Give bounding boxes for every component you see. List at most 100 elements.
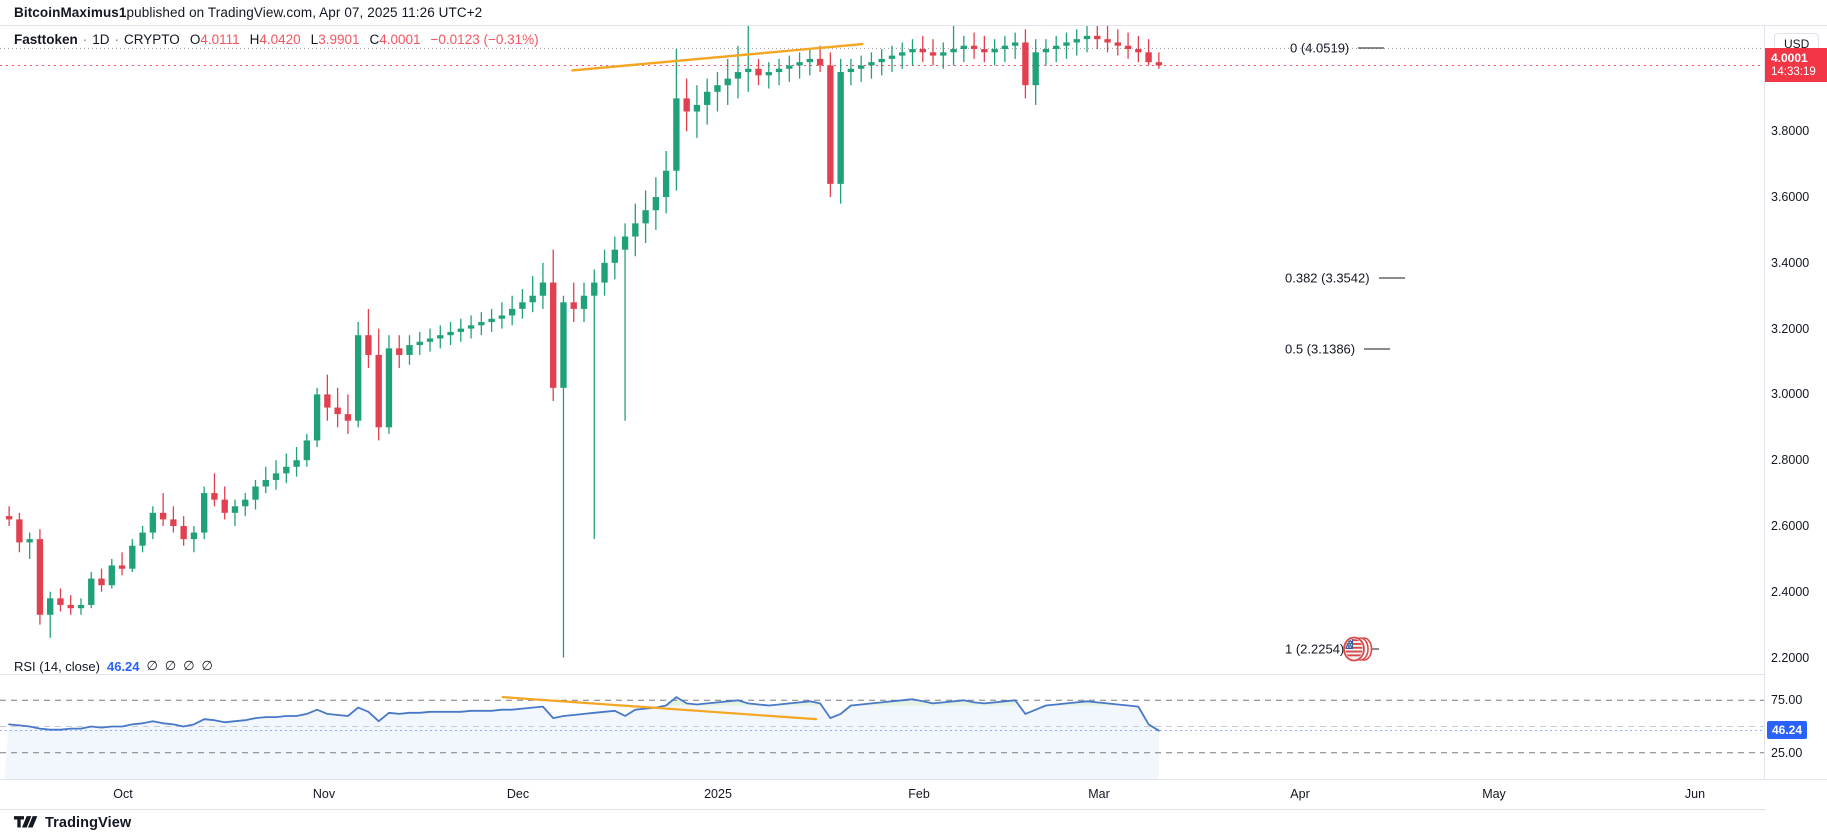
legend-exchange: CRYPTO — [124, 32, 180, 47]
rsi-tick: 25.00 — [1771, 745, 1803, 760]
time-tick: May — [1482, 787, 1506, 801]
candle — [437, 325, 444, 349]
candle — [1073, 29, 1080, 56]
candle — [334, 387, 341, 428]
candle — [488, 308, 495, 332]
price-tick: 3.4000 — [1771, 255, 1810, 270]
candle — [560, 295, 567, 658]
price-tick: 2.6000 — [1771, 518, 1810, 533]
candle — [1135, 35, 1142, 63]
symbol-legend[interactable]: Fasttoken · 1D · CRYPTO O4.0111 H4.0420 … — [14, 32, 539, 48]
candle — [211, 473, 218, 507]
rsi-title[interactable]: RSI (14, close) — [14, 658, 100, 674]
candle — [796, 52, 803, 79]
candle — [755, 58, 762, 86]
fib-label-1-text: 1 (2.2254) — [1285, 641, 1345, 657]
legend-timeframe[interactable]: 1D — [92, 32, 110, 47]
candle — [231, 499, 239, 526]
time-tick: Dec — [506, 787, 530, 801]
legend-close: C4.0001 — [369, 32, 420, 48]
candle — [806, 49, 814, 76]
time-scale[interactable]: Oct Nov Dec 2025 Feb Mar Apr May Jun — [0, 779, 1827, 809]
rsi-null-2: ∅ — [164, 658, 177, 673]
candle — [139, 525, 146, 553]
candle — [786, 55, 793, 82]
rsi-tick: 75.00 — [1771, 693, 1803, 708]
candle — [878, 49, 885, 76]
last-price-value: 4.0001 — [1771, 51, 1808, 66]
candle — [642, 190, 649, 244]
candle — [580, 282, 588, 323]
footer: TradingView — [0, 810, 1827, 836]
candle — [1042, 39, 1050, 66]
fib-label-382: 0.382 (3.3542) — [1285, 270, 1405, 285]
candle — [1063, 32, 1070, 59]
candle — [406, 335, 413, 365]
price-trendline[interactable] — [571, 42, 864, 72]
candle — [200, 486, 208, 540]
candle — [714, 72, 721, 112]
candle — [909, 39, 916, 66]
fib-label-5-text: 0.5 (3.1386) — [1285, 341, 1356, 357]
price-pane[interactable] — [0, 26, 1764, 674]
candle — [519, 289, 526, 319]
candle — [26, 532, 33, 559]
candle — [170, 506, 177, 533]
candle — [724, 58, 731, 105]
candle — [508, 295, 516, 326]
candle — [47, 591, 54, 638]
fib-dash-5 — [1364, 348, 1391, 350]
candle — [847, 58, 855, 86]
price-tick: 3.2000 — [1771, 321, 1810, 336]
candle — [457, 318, 464, 342]
rsi-current-value: 46.24 — [106, 658, 140, 674]
candle — [929, 39, 937, 66]
candle — [765, 62, 772, 89]
price-tick: 2.8000 — [1771, 453, 1810, 468]
candle — [960, 35, 968, 63]
candle — [673, 49, 680, 191]
legend-separator-1: · — [82, 32, 88, 47]
candle — [827, 52, 834, 198]
legend-close-label: C — [369, 32, 380, 47]
candle — [1104, 26, 1111, 53]
candle — [940, 42, 947, 69]
pane-separator[interactable] — [0, 674, 1764, 675]
candle — [283, 453, 290, 484]
candle — [129, 539, 136, 573]
legend-separator-2: · — [114, 32, 120, 47]
candle — [242, 493, 249, 517]
bar-countdown: 14:33:19 — [1771, 66, 1816, 79]
candle — [1032, 39, 1039, 105]
candle — [354, 322, 362, 428]
legend-change: −0.0123 (−0.31%) — [430, 32, 539, 47]
time-tick: Jun — [1684, 787, 1706, 801]
rsi-value-badge: 46.24 — [1767, 721, 1808, 740]
candle — [1001, 35, 1009, 63]
legend-close-value: 4.0001 — [379, 32, 421, 47]
candle — [662, 150, 670, 214]
candle — [970, 32, 978, 59]
candle — [385, 335, 393, 434]
candle — [1083, 26, 1091, 53]
candle — [734, 45, 742, 99]
candle — [180, 516, 187, 546]
candle — [991, 39, 998, 66]
candle — [467, 315, 475, 339]
time-tick: Feb — [908, 787, 930, 801]
rsi-trendline[interactable] — [501, 696, 818, 721]
price-tick: 2.4000 — [1771, 584, 1810, 599]
fib-dash-382 — [1378, 277, 1405, 279]
candle — [1094, 26, 1101, 50]
rsi-null-4: ∅ — [201, 658, 213, 673]
rsi-null-1: ∅ — [146, 658, 158, 673]
fib-label-0-text: 0 (4.0519) — [1290, 40, 1350, 56]
candle — [529, 275, 536, 313]
rsi-pane[interactable] — [0, 674, 1764, 779]
legend-open-value: 4.0111 — [200, 32, 240, 47]
publisher-line: BitcoinMaximus1 published on TradingView… — [0, 0, 1827, 25]
candle — [621, 223, 629, 421]
legend-symbol[interactable]: Fasttoken — [14, 32, 78, 47]
rsi-legend[interactable]: RSI (14, close) 46.24 ∅ ∅ ∅ ∅ — [14, 658, 213, 674]
